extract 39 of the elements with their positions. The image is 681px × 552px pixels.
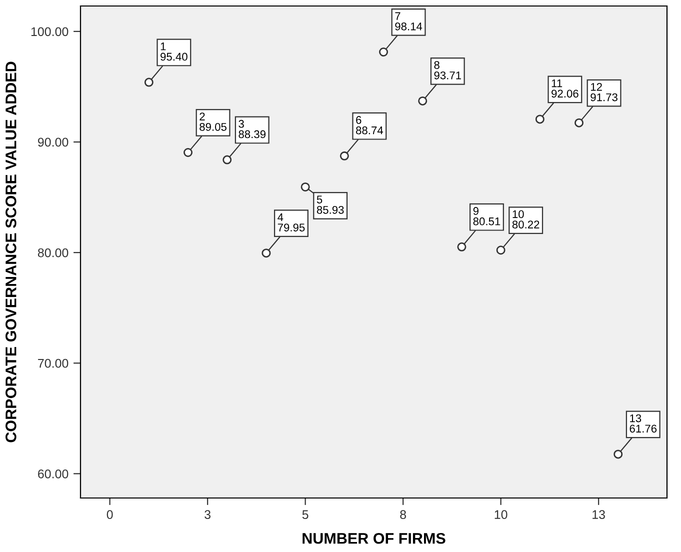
y-axis-title: CORPORATE GOVERNANCE SCORE VALUE ADDED [6,62,16,442]
data-label: 5 85.93 [316,196,344,214]
point [262,248,271,258]
y-tick-label: 100.00 [31,27,68,36]
point [379,47,388,56]
y-tick-label: 60.00 [38,469,68,478]
data-label: 3 88.39 [238,120,266,138]
x-tick-label: 10 [494,510,508,519]
y-tick-label: 90.00 [38,138,68,147]
y-tick-label: 80.00 [38,248,68,258]
data-label: 12 91.73 [590,83,618,102]
point [496,246,506,255]
point [457,242,466,252]
data-label: 10 80.22 [512,210,540,228]
y-tick-label: 70.00 [38,358,68,368]
point [574,118,584,128]
x-tick-label: 0 [106,510,113,519]
point [535,114,544,124]
data-label: 7 98.14 [395,12,422,30]
point [614,450,623,459]
point [144,78,154,87]
x-tick-label: 8 [400,510,406,519]
data-label: 6 88.74 [356,116,384,134]
data-label: 4 79.95 [278,213,305,232]
data-label: 2 89.05 [200,112,226,131]
data-label: 11 92.06 [552,79,578,98]
point [300,182,310,192]
x-tick-label: 3 [204,510,210,519]
data-label: 1 95.40 [160,42,188,61]
point [184,148,193,157]
point [340,151,349,160]
x-axis-title: NUMBER OF FIRMS [302,532,446,544]
data-label: 13 61.76 [630,414,657,433]
x-tick-label: 13 [592,510,605,519]
data-label: 8 93.71 [434,61,461,80]
point [418,96,428,106]
data-label: 9 80.51 [473,207,500,226]
x-tick-label: 5 [302,510,308,519]
point [222,155,232,164]
